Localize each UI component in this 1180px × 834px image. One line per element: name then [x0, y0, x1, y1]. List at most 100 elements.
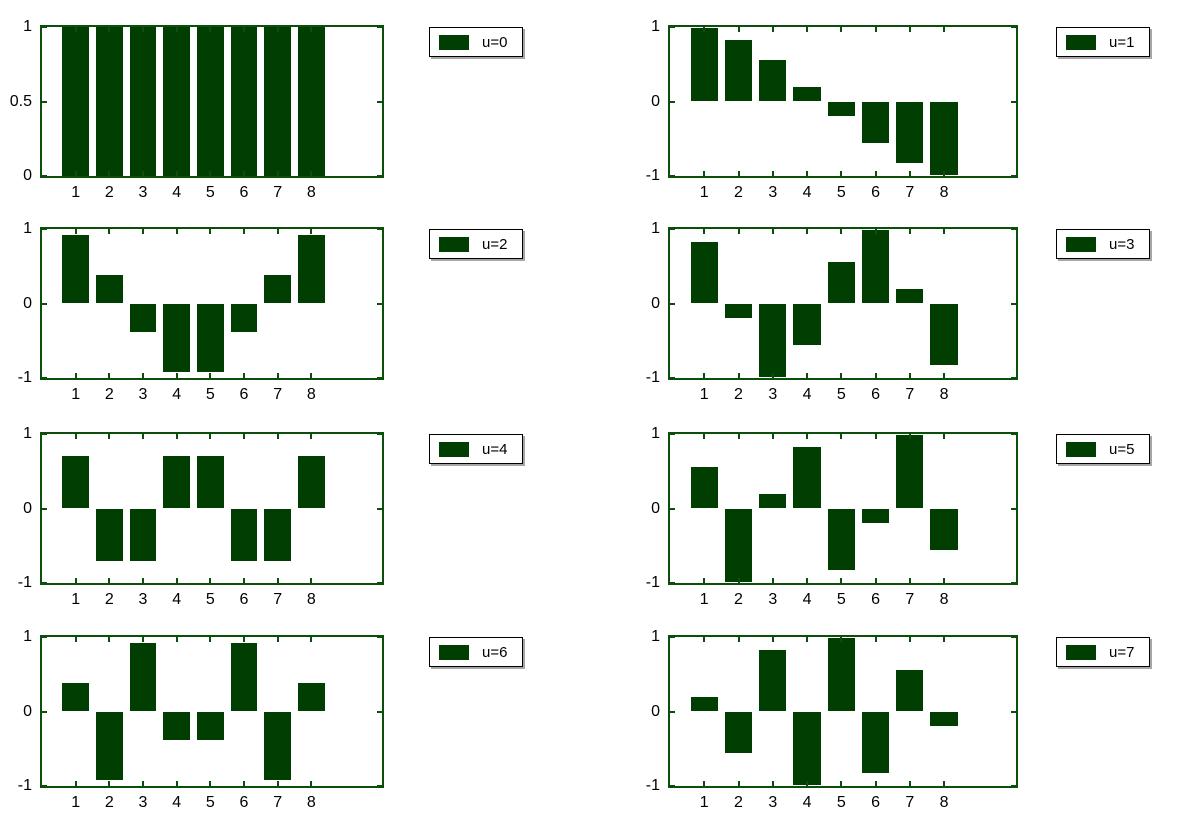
bar — [62, 682, 90, 712]
x-tick-mark — [771, 434, 774, 439]
y-tick-mark — [1011, 100, 1016, 103]
bar — [264, 711, 292, 781]
x-tick-label: 3 — [768, 794, 778, 811]
x-tick-mark — [276, 578, 279, 583]
bar — [297, 27, 325, 176]
bar — [95, 508, 123, 562]
x-tick-mark — [74, 434, 77, 439]
x-tick-mark — [737, 171, 740, 176]
x-tick-label: 3 — [768, 184, 778, 201]
plot-area — [40, 635, 384, 788]
y-tick-mark — [377, 785, 382, 787]
legend-label: u=5 — [1109, 440, 1135, 458]
y-tick-label: 1 — [23, 220, 32, 237]
y-tick-mark — [1011, 507, 1016, 510]
x-tick-mark — [737, 578, 740, 583]
y-tick-label: 0 — [23, 702, 32, 720]
x-tick-mark — [175, 578, 178, 583]
bar — [759, 649, 787, 712]
bar — [930, 303, 958, 366]
bar — [827, 508, 855, 571]
y-tick-mark — [670, 302, 675, 305]
y-tick-mark — [377, 377, 382, 379]
y-tick-label: -1 — [17, 777, 32, 794]
y-tick-mark — [377, 26, 382, 28]
bar — [896, 101, 924, 164]
x-tick-mark — [771, 578, 774, 583]
x-tick-label: 6 — [239, 386, 249, 403]
x-tick-label: 7 — [273, 386, 283, 403]
legend: u=3 — [1056, 229, 1150, 259]
x-tick-mark — [310, 578, 313, 583]
x-tick-label: 8 — [306, 184, 316, 201]
bar — [690, 696, 718, 712]
x-tick-label: 5 — [836, 386, 846, 403]
y-tick-mark — [1011, 377, 1016, 379]
legend-color-swatch-icon — [1066, 644, 1096, 660]
bar — [62, 455, 90, 509]
x-tick-mark — [276, 229, 279, 234]
y-tick-mark — [42, 710, 47, 713]
x-tick-mark — [703, 171, 706, 176]
x-tick-mark — [908, 27, 911, 32]
x-tick-mark — [310, 373, 313, 378]
x-tick-label: 5 — [836, 794, 846, 811]
x-tick-label: 2 — [104, 591, 114, 608]
x-tick-mark — [703, 781, 706, 786]
x-tick-mark — [175, 229, 178, 234]
x-tick-mark — [242, 27, 245, 32]
legend-color-swatch-icon — [439, 34, 469, 50]
x-tick-label: 7 — [273, 591, 283, 608]
x-tick-mark — [175, 373, 178, 378]
x-tick-label: 8 — [306, 386, 316, 403]
x-tick-mark — [209, 373, 212, 378]
x-tick-mark — [242, 373, 245, 378]
x-tick-label: 8 — [939, 386, 949, 403]
plot-inner-area — [42, 26, 382, 177]
x-tick-mark — [310, 171, 313, 176]
x-tick-mark — [771, 637, 774, 642]
bar — [896, 670, 924, 712]
x-tick-mark — [806, 578, 809, 583]
x-tick-mark — [108, 373, 111, 378]
x-tick-mark — [74, 578, 77, 583]
bar — [264, 508, 292, 562]
plot-inner-area — [42, 636, 382, 787]
x-tick-label: 3 — [138, 591, 148, 608]
y-tick-mark — [1011, 228, 1016, 230]
x-tick-label: 3 — [138, 794, 148, 811]
bar — [196, 455, 224, 509]
plot-inner-area — [42, 228, 382, 379]
bar — [724, 711, 753, 753]
bar — [129, 508, 157, 562]
x-tick-mark — [276, 27, 279, 32]
bar — [230, 642, 258, 712]
x-tick-label: 7 — [905, 794, 915, 811]
x-tick-label: 1 — [699, 184, 709, 201]
y-tick-mark — [42, 636, 47, 638]
y-tick-label: 0 — [651, 294, 660, 312]
x-tick-mark — [771, 27, 774, 32]
x-tick-label: 1 — [71, 184, 81, 201]
x-tick-mark — [943, 578, 946, 583]
y-tick-label: -1 — [645, 369, 660, 386]
x-tick-mark — [874, 434, 877, 439]
bar — [793, 446, 821, 509]
x-tick-mark — [141, 434, 144, 439]
plot-area — [668, 635, 1018, 788]
x-tick-label: 5 — [836, 591, 846, 608]
x-tick-label: 7 — [273, 794, 283, 811]
x-tick-mark — [908, 781, 911, 786]
x-tick-label: 5 — [836, 184, 846, 201]
x-tick-label: 8 — [306, 794, 316, 811]
x-tick-mark — [141, 171, 144, 176]
y-tick-mark — [377, 710, 382, 713]
bar — [690, 241, 718, 304]
y-tick-label: -1 — [17, 574, 32, 591]
y-tick-label: 1 — [651, 220, 660, 237]
y-tick-mark — [670, 710, 675, 713]
x-tick-mark — [74, 781, 77, 786]
y-tick-mark — [42, 377, 47, 379]
x-tick-mark — [108, 637, 111, 642]
bar — [264, 274, 292, 304]
